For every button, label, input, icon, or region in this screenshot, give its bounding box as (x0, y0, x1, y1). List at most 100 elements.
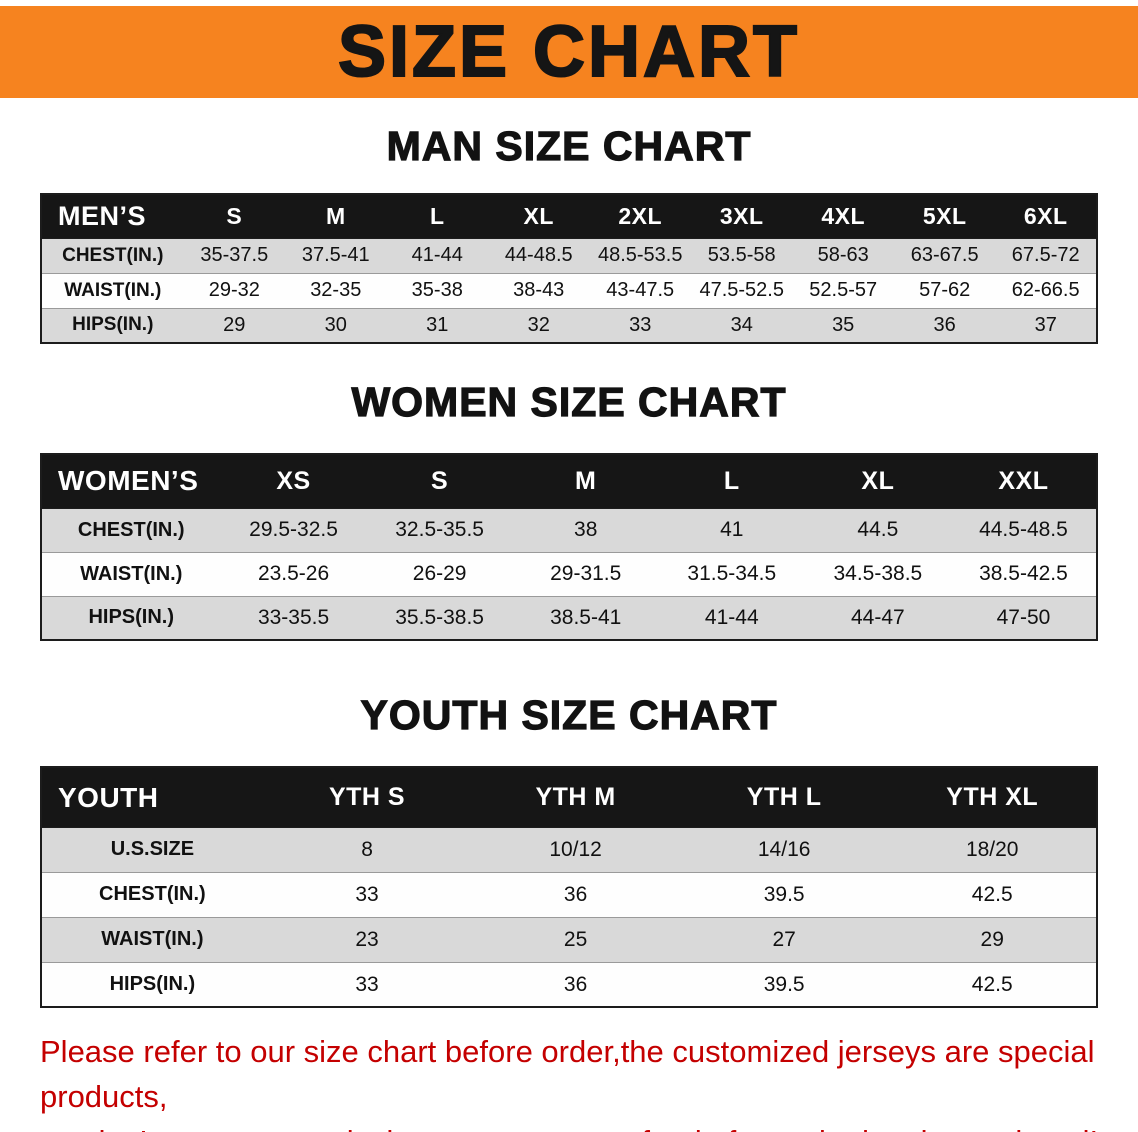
size-value-cell: 8 (361, 837, 373, 861)
size-value-cell: 58-63 (817, 244, 869, 267)
size-column-header: 6XL (1023, 202, 1068, 229)
size-value-cell: 38-43 (513, 279, 565, 302)
size-value-cell: 29-32 (208, 279, 260, 302)
size-value-cell: 44.5-48.5 (979, 518, 1068, 542)
size-column-header: 2XL (618, 202, 663, 229)
table-header-row: MEN’S S M L XL 2XL 3XL 4XL 5XL 6XL (41, 194, 1097, 239)
size-value-cell: 36 (933, 313, 956, 336)
size-value-cell: 67.5-72 (1011, 244, 1080, 267)
size-value-cell: 30 (324, 313, 347, 336)
size-value-cell: 33 (355, 972, 379, 996)
size-value-cell: 42.5 (971, 882, 1013, 906)
size-value-cell: 47.5-52.5 (699, 279, 784, 302)
row-label-cell: CHEST(IN.) (62, 244, 164, 266)
size-value-cell: 35-38 (411, 279, 463, 302)
size-value-cell: 37 (1034, 313, 1057, 336)
size-value-cell: 31.5-34.5 (687, 562, 777, 586)
size-value-cell: 39.5 (763, 972, 805, 996)
size-value-cell: 18/20 (965, 837, 1019, 861)
women-size-table: WOMEN’S XS S M L XL XXL CHEST(IN.) 29.5-32.5 32.5… (40, 453, 1098, 642)
size-value-cell: 43-47.5 (606, 279, 675, 302)
row-label-cell: WAIST(IN.) (80, 562, 183, 585)
disclaimer-line-1: Please refer to our size chart before or… (40, 1034, 1095, 1115)
size-value-cell: 29-31.5 (550, 562, 622, 586)
table-title-cell: WOMEN’S (58, 465, 199, 497)
table-header-row: WOMEN’S XS S M L XL XXL (41, 454, 1097, 509)
size-value-cell: 35-37.5 (200, 244, 269, 267)
table-row: HIPS(IN.) 29 30 31 32 33 34 35 36 37 (41, 308, 1097, 344)
size-column-header: YTH S (328, 783, 406, 812)
table-header-row: YOUTH YTH S YTH M YTH L YTH XL (41, 767, 1097, 828)
row-label-cell: CHEST(IN.) (99, 883, 206, 906)
size-value-cell: 44-47 (851, 605, 905, 629)
size-column-header: XL (861, 466, 895, 495)
size-value-cell: 29 (223, 313, 246, 336)
size-value-cell: 47-50 (996, 605, 1051, 629)
size-value-cell: 39.5 (763, 882, 805, 906)
size-value-cell: 35.5-38.5 (395, 605, 484, 629)
size-value-cell: 33 (629, 313, 652, 336)
row-label-cell: U.S.SIZE (110, 838, 195, 861)
size-value-cell: 23 (355, 927, 379, 951)
men-size-table: MEN’S S M L XL 2XL 3XL 4XL 5XL 6XL CHEST(IN.) 35-37… (40, 193, 1098, 345)
size-value-cell: 38 (574, 518, 598, 542)
size-column-header: 4XL (821, 202, 866, 229)
size-value-cell: 25 (563, 927, 588, 951)
disclaimer-line-2: we don’t accept cancel, change, teturn o… (40, 1120, 1118, 1132)
page-title: SIZE CHART (337, 12, 800, 92)
women-section-heading: WOMEN SIZE CHART (351, 379, 787, 426)
size-value-cell: 32-35 (310, 279, 362, 302)
size-value-cell: 57-62 (919, 279, 971, 302)
size-value-cell: 41 (720, 518, 744, 542)
size-column-header: M (575, 466, 597, 495)
size-value-cell: 53.5-58 (707, 244, 776, 267)
table-row: CHEST(IN.) 33 36 39.5 42.5 (41, 872, 1097, 918)
size-column-header: YTH XL (946, 783, 1039, 812)
youth-size-table: YOUTH YTH S YTH M YTH L YTH XL U.S.SIZE 8 10/12… (40, 766, 1098, 1009)
disclaimer-note: Please refer to our size chart before or… (40, 1030, 1118, 1132)
row-label-cell: HIPS(IN.) (72, 314, 154, 336)
row-label-cell: WAIST(IN.) (101, 928, 204, 951)
size-column-header: XS (276, 466, 311, 495)
size-value-cell: 48.5-53.5 (597, 244, 683, 267)
table-row: WAIST(IN.) 23.5-26 26-29 29-31.5 31.5-34.5 34… (41, 552, 1097, 597)
size-value-cell: 23.5-26 (257, 562, 330, 586)
table-row: HIPS(IN.) 33 36 39.5 42.5 (41, 962, 1097, 1008)
size-value-cell: 33-35.5 (257, 605, 330, 629)
size-value-cell: 38.5-41 (550, 605, 622, 629)
size-column-header: XXL (998, 466, 1049, 495)
size-value-cell: 32.5-35.5 (395, 518, 484, 542)
size-value-cell: 32 (527, 313, 550, 336)
size-column-header: M (325, 202, 346, 229)
size-column-header: YTH M (535, 783, 616, 812)
size-value-cell: 29.5-32.5 (249, 518, 338, 542)
table-row: CHEST(IN.) 29.5-32.5 32.5-35.5 38 41 44.5 44.5… (41, 508, 1097, 553)
youth-size-section: YOUTH SIZE CHART YOUTH YTH S YTH M YTH L YTH… (0, 692, 1138, 1009)
table-row: WAIST(IN.) 29-32 32-35 35-38 38-43 43-47.5 47.… (41, 273, 1097, 309)
size-column-header: S (431, 466, 449, 495)
size-value-cell: 36 (563, 972, 588, 996)
table-row: WAIST(IN.) 23 25 27 29 (41, 917, 1097, 963)
men-section-heading: MAN SIZE CHART (386, 123, 752, 169)
size-value-cell: 14/16 (757, 837, 811, 861)
size-value-cell: 31 (426, 313, 449, 336)
size-value-cell: 10/12 (549, 837, 602, 861)
size-value-cell: 35 (832, 313, 855, 336)
size-column-header: 5XL (922, 202, 967, 229)
women-size-section: WOMEN SIZE CHART WOMEN’S XS S M L XL XXL CHEST(… (0, 379, 1138, 642)
size-value-cell: 62-66.5 (1011, 279, 1080, 302)
size-column-header: XL (523, 202, 554, 229)
row-label-cell: WAIST(IN.) (64, 279, 162, 301)
size-value-cell: 34.5-38.5 (833, 562, 923, 586)
size-value-cell: 44-48.5 (504, 244, 573, 267)
size-value-cell: 29 (980, 927, 1004, 951)
size-value-cell: 41-44 (411, 244, 463, 267)
size-value-cell: 63-67.5 (910, 244, 979, 267)
size-value-cell: 36 (563, 882, 588, 906)
youth-section-heading: YOUTH SIZE CHART (360, 692, 778, 739)
table-row: CHEST(IN.) 35-37.5 37.5-41 41-44 44-48.5 48.5… (41, 238, 1097, 274)
size-value-cell: 34 (730, 313, 753, 336)
size-value-cell: 52.5-57 (809, 279, 878, 302)
size-value-cell: 37.5-41 (301, 244, 370, 267)
